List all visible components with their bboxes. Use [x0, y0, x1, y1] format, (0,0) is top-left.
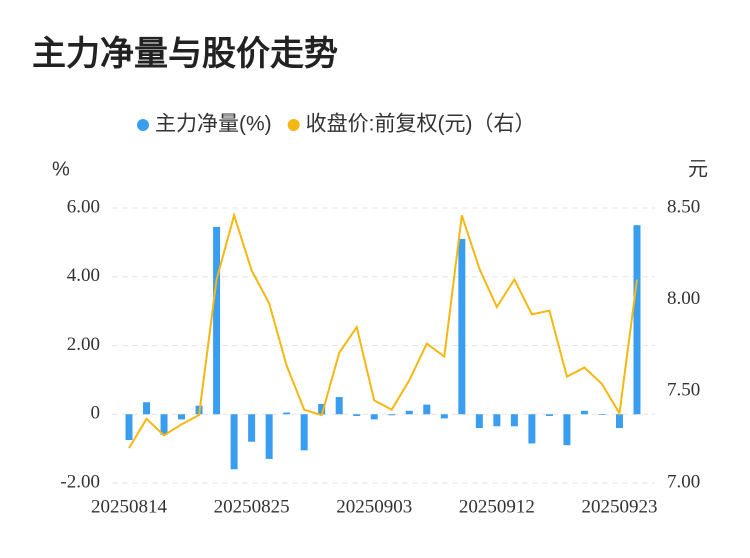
legend-label: 主力净量(%)	[155, 113, 272, 136]
bar	[143, 402, 151, 415]
y2-tick-label: 8.00	[667, 288, 700, 309]
legend-label: 收盘价:前复权(元)（右）	[306, 113, 536, 136]
bar	[458, 238, 466, 415]
legend-marker	[137, 119, 149, 131]
bar	[248, 414, 256, 442]
bar	[598, 414, 606, 415]
bar	[510, 414, 518, 427]
bar	[353, 414, 361, 416]
bar	[160, 414, 168, 435]
bar	[475, 414, 483, 428]
bar	[318, 403, 326, 415]
legend-marker	[287, 119, 300, 131]
bar	[125, 414, 133, 441]
x-tick-label: 20250903	[336, 496, 412, 517]
y2-tick-label: 8.50	[667, 196, 700, 217]
y-tick-label: 0	[91, 403, 101, 424]
y2-axis-label: 元	[688, 158, 708, 180]
price-line	[128, 211, 638, 449]
bar	[388, 414, 396, 416]
y-tick-label: 2.00	[67, 334, 100, 355]
bar	[265, 414, 273, 459]
bar	[213, 226, 221, 415]
x-tick-label: 20250814	[91, 496, 168, 517]
bar	[300, 414, 308, 451]
x-tick-label: 20250912	[459, 496, 535, 517]
bar	[440, 414, 448, 419]
y-axis-label: %	[52, 158, 70, 180]
bar	[580, 410, 588, 415]
y2-tick-label: 7.50	[667, 380, 700, 401]
y2-tick-label: 7.00	[667, 471, 700, 492]
bar	[283, 412, 291, 415]
bar	[335, 397, 343, 415]
y-tick-label: -2.00	[60, 471, 100, 492]
x-tick-label: 20250825	[214, 496, 290, 517]
bar	[615, 414, 623, 428]
y-tick-label: 4.00	[67, 265, 100, 286]
bar	[493, 414, 501, 427]
bar	[230, 414, 238, 470]
y-tick-label: 6.00	[67, 196, 100, 217]
bar	[528, 414, 536, 444]
bar	[370, 414, 378, 420]
bar	[178, 414, 186, 420]
bar	[423, 404, 431, 415]
bar	[405, 410, 413, 415]
bar	[633, 225, 641, 415]
bar	[545, 414, 553, 416]
x-tick-label: 20250923	[581, 496, 657, 517]
bar	[563, 414, 571, 446]
chart-title: 主力净量与股价走势	[32, 35, 338, 73]
